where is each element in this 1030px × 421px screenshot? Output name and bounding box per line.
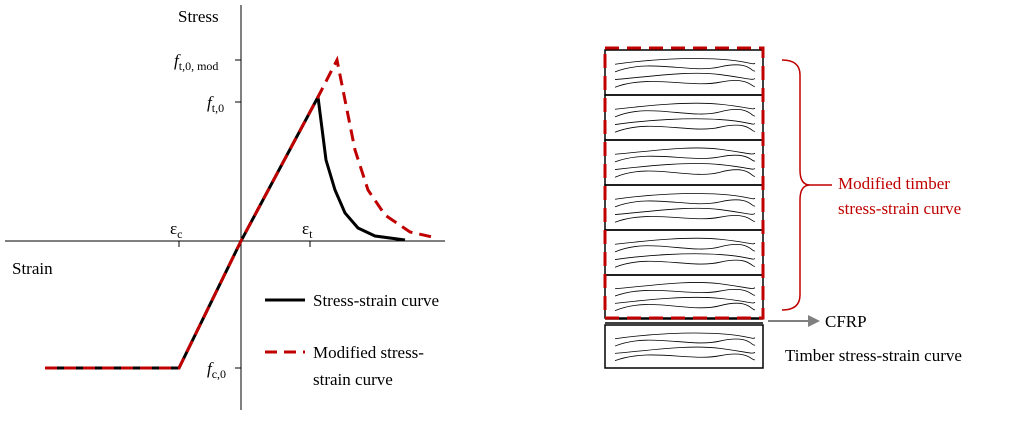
legend-text: strain curve [313, 370, 393, 389]
grain-line [614, 147, 756, 155]
grain-line [614, 207, 756, 215]
symbol: f [207, 93, 214, 112]
grain-line [614, 124, 756, 133]
grain-line [614, 296, 756, 304]
tick-label: εc [170, 219, 182, 241]
subscript: c,0 [212, 367, 226, 381]
tick-label: fc,0 [207, 359, 226, 381]
left-plot [5, 5, 445, 410]
timber-layers [604, 49, 764, 369]
legend-text: Modified stress- [313, 343, 424, 362]
layer-box [604, 94, 764, 141]
caption: Timber stress-strain curve [785, 346, 962, 365]
grain-line [614, 282, 756, 290]
grain-line [614, 118, 756, 125]
brace [781, 59, 811, 311]
grain-line [614, 289, 756, 297]
grain-line [614, 253, 756, 260]
y-axis-label: Stress [178, 7, 219, 26]
grain-line [614, 193, 756, 200]
layer-box [604, 274, 764, 319]
grain-line [614, 58, 756, 65]
layer-box [604, 139, 764, 186]
grain-line [614, 302, 756, 312]
left-labels: Stress Strain ft,0, mod ft,0 fc,0 εc εt … [12, 7, 439, 389]
right-labels: Modified timber stress-strain curve CFRP… [785, 174, 962, 365]
grain-line [614, 353, 756, 362]
subscript: t [309, 227, 313, 241]
grain-line [614, 72, 756, 80]
grain-line [614, 199, 756, 208]
layer-box [604, 229, 764, 276]
right-annotations [603, 46, 832, 327]
legend-text: Stress-strain curve [313, 291, 439, 310]
grain-line [614, 346, 756, 354]
modified-outline [603, 46, 765, 320]
grain-line [614, 237, 756, 245]
stress-strain-curve [45, 92, 406, 370]
symbol: f [174, 51, 181, 70]
subscript: t,0, mod [179, 59, 219, 73]
grain-line [614, 109, 756, 118]
x-axis-label: Strain [12, 259, 53, 278]
tick-label: ft,0, mod [174, 51, 218, 73]
grain-line [614, 169, 756, 178]
grain-line [614, 259, 756, 268]
layer-box [604, 184, 764, 231]
grain-line [614, 338, 756, 347]
layer-box [604, 49, 764, 96]
arrow-head [808, 315, 820, 327]
grain-line [614, 102, 756, 110]
tick-label: εt [302, 219, 313, 241]
subscript: t,0 [212, 101, 224, 115]
symbol: f [207, 359, 214, 378]
subscript: c [177, 227, 182, 241]
brace-label: stress-strain curve [838, 199, 961, 218]
grain-line [614, 154, 756, 163]
modified-curve [45, 55, 438, 370]
symbol: ε [170, 219, 177, 238]
grain-line [614, 244, 756, 253]
brace-label: Modified timber [838, 174, 950, 193]
grain-line [614, 163, 756, 170]
grain-line [614, 80, 756, 88]
tick-label: ft,0 [207, 93, 224, 115]
grain-line [614, 332, 756, 340]
symbol: ε [302, 219, 309, 238]
layer-box [604, 324, 764, 369]
grain-line [614, 215, 756, 223]
arrow-label: CFRP [825, 312, 867, 331]
grain-line [614, 64, 756, 73]
